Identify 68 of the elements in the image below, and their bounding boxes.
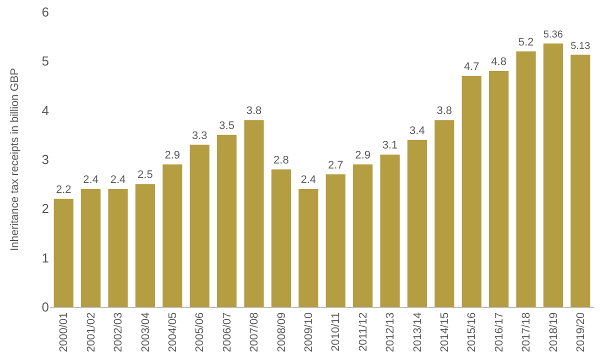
data-label: 5.2 (518, 36, 534, 48)
bar (217, 134, 237, 307)
y-tick-label: 5 (42, 54, 49, 69)
data-label: 4.8 (491, 56, 506, 68)
bar (407, 140, 427, 307)
x-tick-label: 2006/07 (221, 312, 234, 352)
bar (190, 144, 210, 307)
bar (380, 154, 400, 307)
x-tick-label: 2002/03 (112, 312, 125, 352)
data-label: 3.4 (410, 124, 425, 137)
bar (543, 43, 563, 307)
x-tick-label: 2007/08 (248, 312, 261, 352)
bar (54, 198, 74, 307)
bar (326, 174, 346, 307)
data-label: 2.4 (83, 174, 98, 186)
data-label: 2.2 (56, 184, 72, 196)
y-tick-label: 4 (42, 102, 49, 118)
bar (353, 164, 373, 307)
data-label: 2.4 (110, 174, 126, 186)
data-label: 3.3 (192, 130, 208, 142)
data-label: 2.5 (138, 169, 153, 182)
y-axis-title: Inheritance tax receipts in billion GBP (9, 68, 21, 251)
bar (135, 184, 155, 307)
bar (162, 164, 182, 307)
bar (434, 120, 454, 307)
data-label: 5.13 (570, 41, 591, 52)
data-label: 3.8 (246, 105, 262, 118)
bar (108, 189, 128, 307)
x-tick-label: 2000/01 (58, 312, 70, 352)
x-tick-label: 2011/12 (357, 312, 370, 352)
y-tick-label: 2 (42, 201, 49, 216)
data-label: 2.7 (328, 159, 344, 172)
x-tick-label: 2004/05 (166, 312, 179, 352)
x-tick-label: 2013/14 (412, 312, 424, 352)
bar (244, 120, 264, 307)
data-label: 3.8 (436, 105, 452, 118)
data-label: 2.9 (164, 149, 180, 162)
bar (462, 76, 482, 307)
x-tick-label: 2017/18 (520, 312, 533, 352)
y-tick-label: 1 (42, 250, 49, 266)
bar (271, 169, 291, 307)
x-tick-label: 2005/06 (194, 312, 206, 352)
x-tick-label: 2012/13 (384, 312, 397, 352)
x-tick-label: 2010/11 (330, 312, 342, 352)
x-tick-label: 2018/19 (548, 312, 560, 352)
data-label: 5.36 (543, 30, 564, 41)
y-tick-label: 3 (42, 152, 49, 168)
y-tick-label: 0 (42, 300, 49, 315)
x-tick-label: 2019/20 (574, 312, 587, 352)
x-tick-label: 2001/02 (85, 312, 98, 352)
data-label: 3.1 (382, 140, 398, 152)
data-label: 2.9 (355, 149, 370, 162)
data-label: 2.8 (274, 154, 289, 166)
bar (81, 189, 101, 307)
data-label: 4.7 (464, 60, 480, 73)
x-tick-label: 2016/17 (493, 312, 506, 352)
data-label: 3.5 (219, 120, 234, 132)
bar (570, 54, 590, 307)
x-tick-label: 2009/10 (302, 312, 315, 352)
bar (516, 51, 536, 307)
bar (489, 71, 509, 307)
bar (298, 189, 318, 307)
x-tick-label: 2015/16 (466, 312, 478, 352)
x-tick-label: 2014/15 (438, 312, 451, 352)
y-tick-label: 6 (42, 4, 49, 20)
data-label: 2.4 (300, 174, 316, 186)
x-tick-label: 2003/04 (140, 312, 152, 352)
x-tick-label: 2008/09 (276, 312, 288, 352)
